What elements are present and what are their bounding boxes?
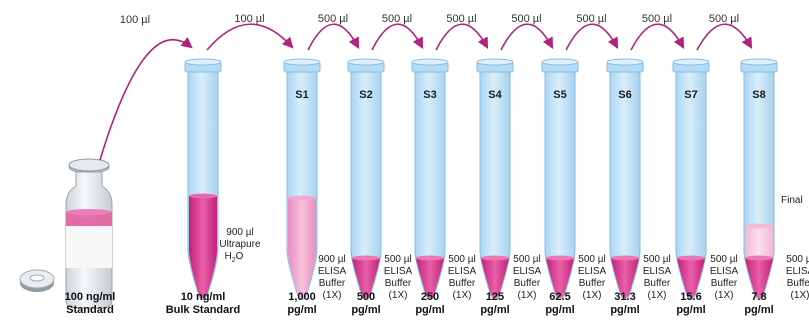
transfer-arrow-4 xyxy=(371,23,424,51)
vial-concentration-label: 100 ng/ml Standard xyxy=(65,291,116,316)
tube-s6 xyxy=(606,58,644,300)
transfer-volume-label: 500 µl xyxy=(318,13,348,25)
transfer-volume-label: 100 µl xyxy=(234,13,264,25)
vial-cap-icon xyxy=(19,269,55,292)
transfer-volume-label: 500 µl xyxy=(446,13,476,25)
transfer-volume-label: 500 µl xyxy=(511,13,541,25)
final-label: Final xyxy=(781,195,803,206)
tube-s5 xyxy=(541,58,579,300)
transfer-volume-label: 500 µl xyxy=(709,13,739,25)
tube-concentration-label: 500 pg/ml xyxy=(351,291,380,316)
bulk-diluent-note: 900 µl Ultrapure H2O xyxy=(219,227,261,264)
tube-concentration-label: 15.6 pg/ml xyxy=(676,291,705,316)
transfer-volume-label: 500 µl xyxy=(576,13,606,25)
tube-s7 xyxy=(672,58,710,300)
tube-s3 xyxy=(411,58,449,300)
transfer-volume-label: 100 µl xyxy=(120,14,150,26)
transfer-volume-label: 500 µl xyxy=(382,13,412,25)
tube-id-label: S4 xyxy=(488,89,502,101)
tube-id-label: S1 xyxy=(295,89,308,101)
transfer-arrow-3 xyxy=(307,23,360,51)
tube-id-label: S3 xyxy=(423,89,436,101)
tube-id-label: S5 xyxy=(553,89,566,101)
transfer-arrow-7 xyxy=(565,23,619,51)
transfer-arrow-5 xyxy=(435,23,489,51)
labels-layer: 100 µl 100 µl 500 µl 500 µl 500 µl 500 µl 500 … xyxy=(65,13,809,316)
tube-concentration-label: 7.8 pg/ml xyxy=(744,291,773,316)
standard-vial xyxy=(65,158,113,309)
transfer-volume-label: 500 µl xyxy=(642,13,672,25)
tubes-layer xyxy=(184,58,778,300)
transfer-arrow-1 xyxy=(99,37,193,161)
tube-concentration-label: 62.5 pg/ml xyxy=(545,291,574,316)
tube-s8 xyxy=(740,58,778,300)
tube-s4 xyxy=(476,58,514,300)
tube-id-label: S8 xyxy=(752,89,765,101)
tube-concentration-label: 1,000 pg/ml xyxy=(287,291,316,316)
tube-bulk-standard xyxy=(184,58,222,300)
transfer-arrow-2 xyxy=(206,23,294,51)
tube-concentration-label: 31.3 pg/ml xyxy=(610,291,639,316)
tube-id-label: S2 xyxy=(359,89,372,101)
transfer-arrow-9 xyxy=(696,23,753,51)
tube-id-label: S7 xyxy=(684,89,697,101)
transfer-arrow-8 xyxy=(630,23,685,51)
tube-diluent-note: 900 µl ELISA Buffer (1X) xyxy=(318,254,347,301)
tube-concentration-label: 250 pg/ml xyxy=(415,291,444,316)
bulk-concentration-label: 10 ng/ml Bulk Standard xyxy=(166,291,241,316)
tube-id-label: S6 xyxy=(618,89,631,101)
transfer-arrows xyxy=(99,23,753,161)
tube-s1 xyxy=(283,58,321,300)
tube-concentration-label: 125 pg/ml xyxy=(480,291,509,316)
transfer-arrow-6 xyxy=(500,23,554,51)
tube-s2 xyxy=(347,58,385,300)
